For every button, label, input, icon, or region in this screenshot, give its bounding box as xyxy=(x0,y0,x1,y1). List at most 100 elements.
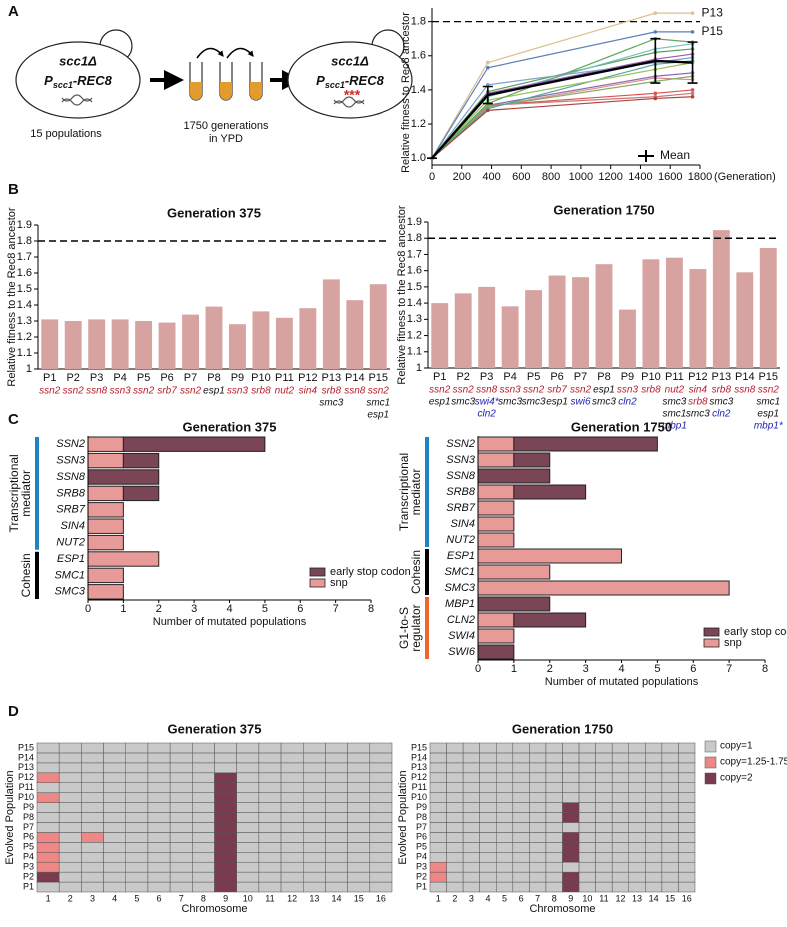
point xyxy=(690,91,695,96)
cell xyxy=(578,861,596,873)
cell xyxy=(462,762,480,774)
cell xyxy=(529,752,547,764)
cell xyxy=(611,752,629,764)
x-axis-label: Chromosome xyxy=(181,903,247,915)
bar xyxy=(759,247,777,368)
cell xyxy=(479,861,497,873)
cell xyxy=(595,822,613,833)
x-tick-label: 800 xyxy=(542,171,560,183)
gene: -REC8 xyxy=(73,73,113,88)
y-tick-label: 1.8 xyxy=(407,232,422,244)
x-tick-label: P12 xyxy=(298,372,318,384)
cell xyxy=(125,782,149,793)
cell xyxy=(611,772,629,783)
column-label: 7 xyxy=(179,893,184,903)
y-tick-label: 1.4 xyxy=(407,297,422,309)
cell xyxy=(325,832,348,843)
y-tick-label: 1.9 xyxy=(17,219,32,231)
cell xyxy=(147,861,171,873)
y-tick-label: 1.0 xyxy=(411,152,426,164)
mutations: *** xyxy=(344,87,361,103)
cell xyxy=(496,832,514,843)
cell xyxy=(303,752,326,764)
mutation-label: mbp1 xyxy=(662,421,687,432)
group-label: Cohesin xyxy=(409,550,423,594)
cell xyxy=(58,822,82,833)
x-tick-label: 7 xyxy=(726,663,732,675)
cell xyxy=(529,871,547,883)
cell xyxy=(562,871,580,883)
cell xyxy=(192,832,215,843)
cell xyxy=(462,852,480,863)
column-label: 12 xyxy=(287,893,297,903)
promoter-sub: scc1 xyxy=(325,80,345,90)
cell xyxy=(236,822,260,833)
cell xyxy=(147,812,171,823)
group-label: mediator xyxy=(409,469,423,516)
cell xyxy=(169,881,193,893)
cell xyxy=(58,832,82,843)
cell xyxy=(258,832,282,843)
cell xyxy=(103,881,126,893)
cell xyxy=(479,871,497,883)
cell xyxy=(236,772,260,783)
bar-segment xyxy=(477,644,515,660)
cell xyxy=(192,812,215,823)
cell xyxy=(645,772,663,783)
cell xyxy=(147,822,171,833)
cell xyxy=(496,752,514,764)
group-label: Transcriptional xyxy=(7,454,21,532)
bar-segment xyxy=(477,500,515,516)
cell xyxy=(325,812,348,823)
mutation-label: swi4* xyxy=(475,397,500,408)
cell xyxy=(125,822,149,833)
cell xyxy=(446,852,464,863)
bar-segment xyxy=(87,502,124,518)
cell xyxy=(325,822,348,833)
column-label: 5 xyxy=(134,893,139,903)
column-label: 15 xyxy=(354,893,364,903)
cell xyxy=(58,772,82,783)
x-tick-label: P4 xyxy=(503,371,516,383)
cell xyxy=(236,842,260,853)
cell xyxy=(125,832,149,843)
cell xyxy=(214,762,237,774)
error-bar xyxy=(482,85,493,105)
cell xyxy=(147,832,171,843)
cell xyxy=(125,802,149,813)
cell xyxy=(462,871,480,883)
promoter-sub: scc1 xyxy=(53,80,73,90)
cell xyxy=(169,742,193,754)
x-tick-label: 4 xyxy=(618,663,624,675)
cell xyxy=(325,782,348,793)
mutation-label: swi6 xyxy=(571,397,591,408)
x-tick-label: P15 xyxy=(368,372,388,384)
x-tick-label: P3 xyxy=(480,371,493,383)
x-tick-label: 1600 xyxy=(658,171,682,183)
cell xyxy=(81,792,104,803)
legend-label: Mean xyxy=(660,148,690,162)
bar-segment xyxy=(87,551,160,567)
dna xyxy=(61,94,93,106)
bar xyxy=(665,257,683,368)
cell xyxy=(462,812,480,823)
column-label: 11 xyxy=(599,893,608,903)
cell xyxy=(595,782,613,793)
cell xyxy=(280,792,304,803)
x-tick-label: 5 xyxy=(262,603,268,615)
cell xyxy=(496,861,514,873)
x-tick-label: 4 xyxy=(226,603,232,615)
cell xyxy=(678,792,696,803)
cell xyxy=(628,832,646,843)
cell xyxy=(661,782,679,793)
column-label: 14 xyxy=(649,893,659,903)
cell xyxy=(236,881,260,893)
cell xyxy=(36,871,60,883)
y-axis-label: Relative fitness to Rec8 ancestor xyxy=(400,12,412,173)
cell xyxy=(303,871,326,883)
bar-segment xyxy=(87,469,160,485)
cell xyxy=(236,852,260,863)
y-tick-label: SMC1 xyxy=(54,569,85,581)
cell xyxy=(661,752,679,764)
cell xyxy=(479,842,497,853)
